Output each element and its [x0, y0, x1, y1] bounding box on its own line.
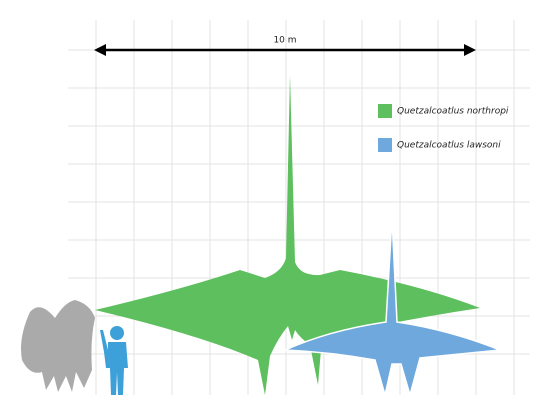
legend-label: Quetzalcoatlus lawsoni — [397, 141, 501, 151]
legend-swatch — [378, 138, 392, 152]
comparison-silhouette — [21, 300, 95, 392]
legend-swatch — [378, 104, 392, 118]
legend: Quetzalcoatlus northropi Quetzalcoatlus l… — [378, 104, 509, 152]
legend-label: Quetzalcoatlus northropi — [397, 107, 509, 117]
scale-bar — [94, 44, 476, 56]
scale-label: 10 m — [273, 36, 296, 46]
northropi-silhouette — [95, 75, 480, 395]
human-silhouette — [100, 326, 128, 395]
lawsoni-silhouette — [284, 217, 501, 398]
